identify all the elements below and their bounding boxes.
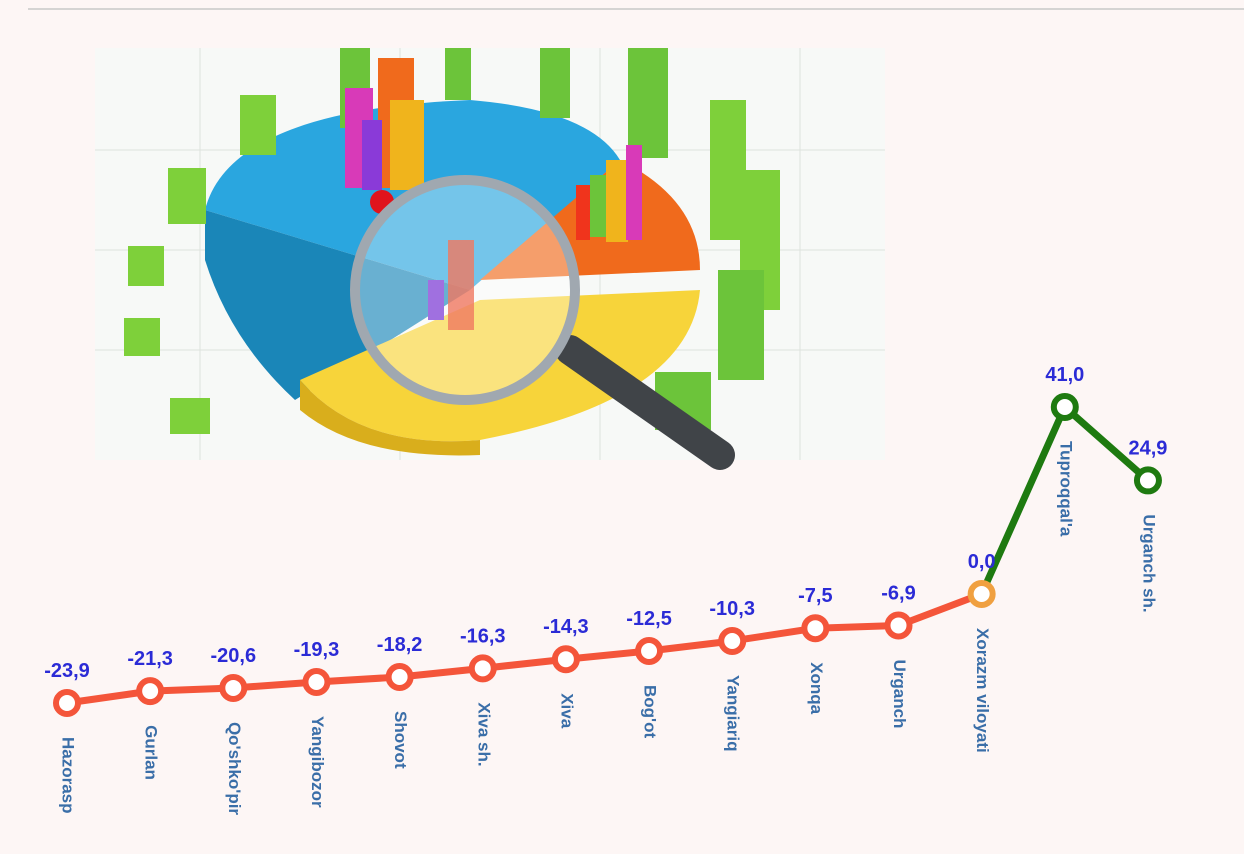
value-label: -23,9	[44, 660, 90, 682]
category-label: Gurlan	[142, 725, 161, 780]
value-label: -14,3	[543, 616, 589, 638]
data-point	[1133, 466, 1162, 495]
category-label: Yangiariq	[724, 675, 743, 752]
data-point	[551, 645, 580, 674]
category-label: Yangibozor	[308, 716, 327, 808]
category-label: Xonqa	[807, 662, 826, 714]
data-point	[219, 673, 248, 702]
data-point	[801, 614, 830, 643]
data-point	[1050, 393, 1079, 421]
value-label: -7,5	[798, 585, 832, 607]
category-label: Tuproqqal'a	[1056, 441, 1075, 537]
value-label: -10,3	[709, 598, 755, 620]
value-label: -12,5	[626, 608, 672, 630]
line-segment	[895, 590, 986, 629]
value-label: 41,0	[1045, 364, 1084, 386]
data-point	[385, 663, 414, 692]
data-point	[635, 637, 664, 666]
line-segment	[728, 624, 819, 645]
data-point	[718, 626, 747, 655]
category-label: Xorazm viloyati	[973, 628, 992, 753]
category-label: Xiva sh.	[474, 702, 493, 766]
category-label: Xiva	[557, 693, 576, 729]
value-label: -20,6	[211, 645, 257, 667]
decorative-illustration	[95, 48, 885, 470]
category-label: Qo'shko'pir	[225, 722, 244, 815]
data-point	[884, 611, 913, 640]
value-label: 0,0	[968, 551, 996, 573]
line-segment	[978, 403, 1069, 598]
data-point	[53, 689, 81, 717]
value-label: -21,3	[127, 648, 173, 670]
data-point	[302, 668, 331, 697]
category-label: Shovot	[391, 711, 410, 769]
data-point	[967, 579, 996, 608]
category-label: Urganch	[890, 659, 909, 728]
data-point	[136, 677, 165, 706]
category-label: Urganch sh.	[1139, 514, 1158, 612]
value-label: -6,9	[881, 582, 915, 604]
category-label: Hazorasp	[59, 737, 78, 814]
value-label: 24,9	[1128, 437, 1167, 459]
value-label: -16,3	[460, 625, 506, 647]
line-segment	[1061, 403, 1152, 484]
data-point	[468, 654, 497, 683]
value-label: -19,3	[294, 639, 340, 661]
category-label: Bog'ot	[641, 685, 660, 738]
value-label: -18,2	[377, 634, 423, 656]
